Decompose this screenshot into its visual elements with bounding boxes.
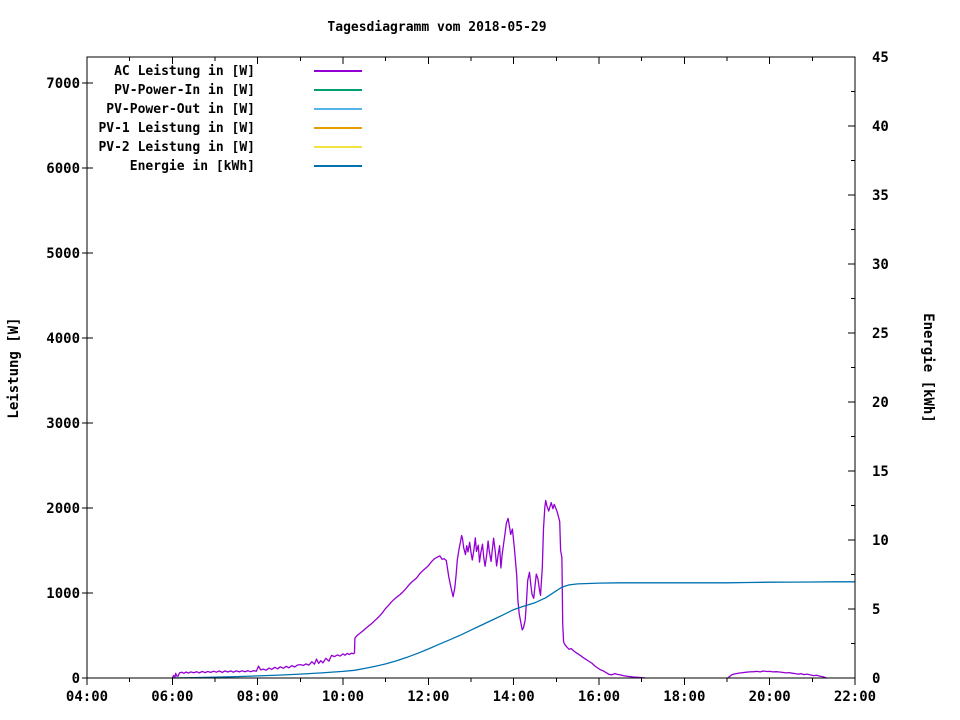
y2-tick-label: 25 [872, 326, 889, 342]
y2-tick-label: 5 [872, 602, 880, 618]
y-tick-label: 0 [72, 671, 80, 687]
x-tick-label: 04:00 [66, 689, 108, 705]
x-tick-label: 16:00 [578, 689, 620, 705]
legend-label-1: PV-Power-In in [W] [114, 83, 255, 98]
y2-tick-label: 20 [872, 395, 889, 411]
chart-title: Tagesdiagramm vom 2018-05-29 [327, 20, 547, 35]
x-tick-label: 22:00 [834, 689, 876, 705]
x-tick-label: 12:00 [407, 689, 449, 705]
y-axis-title: Leistung [W] [6, 317, 22, 419]
legend: AC Leistung in [W] PV-Power-In in [W] PV-P… [98, 64, 362, 174]
axes-group [82, 56, 856, 685]
y-tick-label: 2000 [46, 501, 80, 517]
tick-labels: 04:00 06:00 08:00 10:00 12:00 14:00 16:00 18:00… [46, 50, 889, 705]
series-line-0 [171, 499, 828, 679]
legend-label-3: PV-1 Leistung in [W] [98, 121, 255, 136]
legend-label-2: PV-Power-Out in [W] [106, 102, 255, 117]
y2-tick-label: 0 [872, 671, 880, 687]
y2-axis-title: Energie [kWh] [920, 313, 936, 423]
y2-tick-label: 40 [872, 119, 889, 135]
y2-tick-label: 30 [872, 257, 889, 273]
y2-tick-label: 45 [872, 50, 889, 66]
legend-label-4: PV-2 Leistung in [W] [98, 140, 255, 155]
x-tick-label: 20:00 [749, 689, 791, 705]
y-tick-label: 6000 [46, 161, 80, 177]
series-group [171, 499, 856, 679]
x-tick-label: 18:00 [663, 689, 705, 705]
y-tick-label: 4000 [46, 331, 80, 347]
y2-tick-label: 35 [872, 188, 889, 204]
legend-label-0: AC Leistung in [W] [114, 64, 255, 79]
y-tick-label: 1000 [46, 586, 80, 602]
legend-label-5: Energie in [kWh] [130, 159, 255, 174]
y2-tick-label: 15 [872, 464, 889, 480]
y-tick-label: 3000 [46, 416, 80, 432]
x-tick-label: 08:00 [237, 689, 279, 705]
x-tick-label: 10:00 [322, 689, 364, 705]
y-tick-label: 5000 [46, 246, 80, 262]
x-tick-label: 14:00 [493, 689, 535, 705]
series-line-5 [171, 581, 856, 679]
y2-tick-label: 10 [872, 533, 889, 549]
y-tick-label: 7000 [46, 76, 80, 92]
x-tick-label: 06:00 [151, 689, 193, 705]
